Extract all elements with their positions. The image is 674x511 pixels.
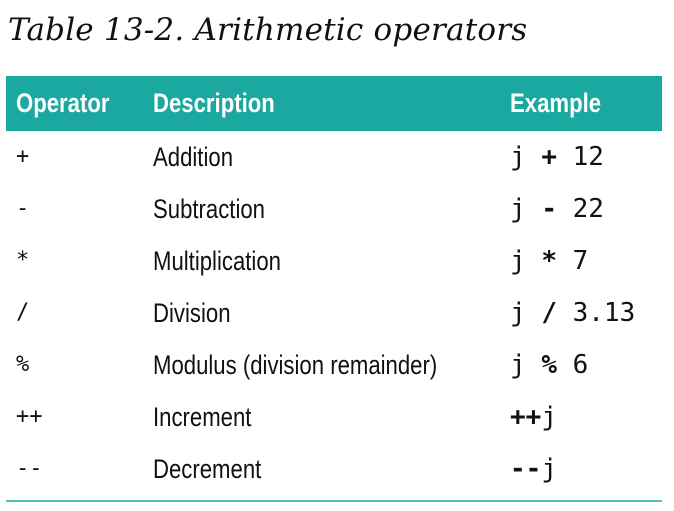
example-operator: -	[541, 194, 557, 224]
example-operand-before: j	[510, 298, 542, 328]
example-operand-after: 22	[556, 194, 604, 224]
table-row: / Division j / 3.13	[6, 287, 662, 339]
example-cell: j / 3.13	[510, 287, 635, 339]
example-operator: +	[541, 142, 557, 172]
description-cell: Decrement	[153, 454, 262, 484]
example-operand-after: 12	[556, 142, 604, 172]
operator-cell: +	[16, 144, 30, 169]
description-cell: Increment	[153, 402, 252, 432]
description-cell: Division	[153, 298, 231, 328]
operator-cell: %	[16, 352, 30, 377]
description-cell: Multiplication	[153, 246, 281, 276]
table-header-row: Operator Description Example	[6, 76, 662, 131]
example-cell: j * 7	[510, 235, 588, 287]
example-operator: *	[541, 246, 557, 276]
header-description: Description	[153, 88, 275, 118]
table-row: - Subtraction j - 22	[6, 183, 662, 235]
example-operand-before: j	[510, 142, 542, 172]
example-operand-after: j	[541, 402, 557, 432]
arithmetic-operators-table: Operator Description Example + Addition …	[6, 76, 662, 502]
example-operator: /	[541, 298, 557, 328]
operator-cell: --	[16, 456, 43, 481]
description-cell: Modulus (division remainder)	[153, 350, 438, 380]
header-operator: Operator	[16, 88, 110, 118]
example-cell: --j	[510, 443, 557, 495]
example-operator: %	[541, 350, 557, 380]
table-row: % Modulus (division remainder) j % 6	[6, 339, 662, 391]
table-bottom-rule	[6, 500, 662, 502]
table-caption: Table 13-2. Arithmetic operators	[8, 12, 528, 48]
table-body: + Addition j + 12 - Subtraction j - 22 *…	[6, 131, 662, 495]
example-operand-after: 6	[556, 350, 589, 380]
example-operand-before: j	[510, 246, 542, 276]
operator-cell: ++	[16, 404, 43, 429]
example-cell: j - 22	[510, 183, 604, 235]
example-operand-after: 3.13	[556, 298, 636, 328]
example-cell: ++j	[510, 391, 557, 443]
operator-cell: -	[16, 196, 30, 221]
example-operand-before: j	[510, 350, 542, 380]
example-operand-after: j	[541, 454, 557, 484]
operator-cell: *	[16, 248, 30, 273]
table-row: ++ Increment ++j	[6, 391, 662, 443]
header-example: Example	[510, 88, 602, 118]
description-cell: Addition	[153, 142, 234, 172]
operator-cell: /	[16, 300, 30, 325]
example-operator: --	[510, 454, 542, 484]
table-row: -- Decrement --j	[6, 443, 662, 495]
example-operand-before: j	[510, 194, 542, 224]
example-operator: ++	[510, 402, 542, 432]
example-cell: j + 12	[510, 131, 604, 183]
table-row: * Multiplication j * 7	[6, 235, 662, 287]
example-cell: j % 6	[510, 339, 588, 391]
description-cell: Subtraction	[153, 194, 266, 224]
table-row: + Addition j + 12	[6, 131, 662, 183]
example-operand-after: 7	[556, 246, 589, 276]
